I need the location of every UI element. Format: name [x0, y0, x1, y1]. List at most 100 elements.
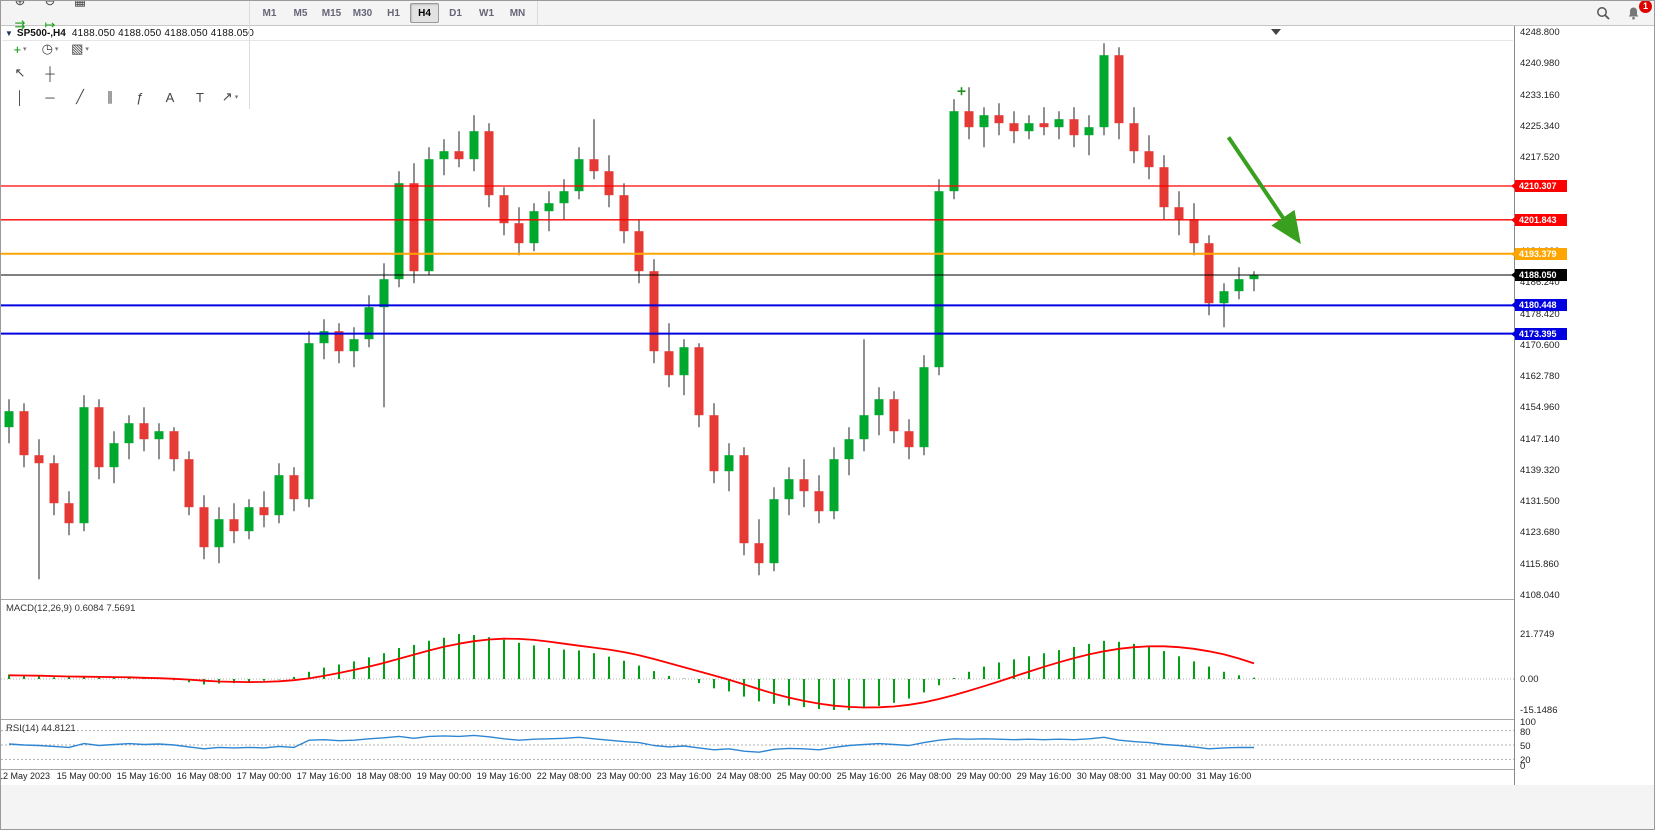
timeframe-button-w1[interactable]: W1	[479, 7, 494, 19]
price-badge-4210.307: 4210.307	[1511, 180, 1567, 192]
main-chart-pane[interactable]	[1, 26, 1514, 599]
pane-separator[interactable]	[1, 719, 1654, 720]
fibonacci-icon[interactable]: ƒ	[126, 86, 154, 108]
vertical-line-icon[interactable]: │	[6, 86, 34, 108]
timeframe-toolbar: M1 M5 M15 M30 H1 H4 D1 W1 MN	[250, 1, 538, 25]
cursor-icon[interactable]: ↖	[6, 62, 34, 84]
price-axis-label: 4115.860	[1520, 559, 1559, 570]
time-axis-label: 30 May 08:00	[1076, 771, 1132, 781]
price-axis-label: 4139.320	[1520, 465, 1560, 476]
timeframe-button-h1[interactable]: H1	[387, 7, 400, 19]
zoom-out-icon[interactable]: ⊖	[36, 1, 64, 12]
price-axis-label: 4233.160	[1520, 90, 1560, 101]
toolbar-group-dropdowns: + ▾ ◷ ▾ ▧ ▾	[1, 37, 250, 61]
candle-body	[904, 431, 914, 448]
timeframe-button-m1[interactable]: M1	[262, 7, 277, 19]
macd-pane[interactable]	[1, 601, 1514, 719]
trendline-icon[interactable]: ╱	[66, 86, 94, 108]
chart-dropdown-icon[interactable]: ▼	[5, 28, 13, 38]
candle-body	[619, 195, 629, 232]
candle-body	[184, 459, 194, 508]
trendline-icon-icon: ╱	[76, 89, 84, 104]
candle-body	[19, 411, 29, 456]
timeframe-button-m5[interactable]: M5	[293, 7, 308, 19]
candle-body	[874, 399, 884, 416]
dropdown-caret-icon: ▾	[234, 94, 239, 101]
rsi-canvas[interactable]	[1, 721, 1514, 769]
candle-body	[394, 183, 404, 280]
crosshair-icon[interactable]: ┼	[36, 62, 64, 84]
rsi-axis-label: 80	[1520, 727, 1531, 738]
equidistant-channel-icon[interactable]: ∥	[96, 86, 124, 108]
templates-button[interactable]: ▧ ▾	[66, 38, 94, 60]
price-axis-label: 4147.140	[1520, 434, 1560, 445]
price-axis[interactable]: 4248.800 4240.980 4233.160 4225.340 4217.520…	[1511, 25, 1654, 785]
search-button[interactable]	[1589, 2, 1617, 24]
candle-body	[424, 159, 434, 272]
time-axis-label: 26 May 08:00	[896, 771, 952, 781]
toolbar-group-zoom: ⊕ ⊖ ▦	[1, 0, 250, 13]
candle-body	[829, 459, 839, 512]
chart-shift-icon[interactable]: ↦	[36, 14, 64, 36]
candle-body	[169, 431, 179, 460]
candle-body	[364, 307, 374, 340]
candle-body	[229, 519, 239, 532]
time-axis-label: 15 May 16:00	[116, 771, 172, 781]
auto-scroll-icon[interactable]: ⇉	[6, 14, 34, 36]
time-axis[interactable]: 12 May 2023 15 May 00:00 15 May 16:00 16 Ma…	[1, 770, 1514, 784]
candle-body	[784, 479, 794, 500]
zoom-in-icon[interactable]: ⊕	[6, 0, 34, 12]
indicators-button[interactable]: + ▾	[6, 38, 34, 60]
timeframe-button-m15[interactable]: M15	[321, 7, 342, 19]
pane-separator	[1, 769, 1654, 770]
timeframe-button-m30[interactable]: M30	[352, 7, 373, 19]
horizontal-line-icon[interactable]: ─	[36, 86, 64, 108]
candle-body	[964, 111, 974, 128]
candle-body	[514, 223, 524, 244]
timeframe-button-d1[interactable]: D1	[449, 7, 462, 19]
text-icon[interactable]: A	[156, 86, 184, 108]
candle-body	[739, 455, 749, 544]
auto-scroll-icon-icon: ⇉	[14, 17, 26, 32]
tile-windows-icon[interactable]: ▦	[66, 1, 94, 12]
price-badge-4180.448: 4180.448	[1511, 299, 1567, 311]
time-axis-label: 12 May 2023	[0, 771, 51, 781]
macd-axis-label: 21.7749	[1520, 629, 1555, 640]
time-axis-label: 23 May 00:00	[596, 771, 652, 781]
rsi-pane[interactable]	[1, 721, 1514, 769]
time-axis-label: 15 May 00:00	[56, 771, 112, 781]
zoom-in-icon-icon: ⊕	[14, 0, 26, 8]
price-badge-4188.050: 4188.050	[1511, 269, 1567, 281]
candle-body	[439, 151, 449, 160]
candle-body	[1219, 291, 1229, 304]
price-badge-4193.379: 4193.379	[1511, 248, 1567, 260]
notifications-button[interactable]: 1	[1619, 1, 1652, 24]
equidistant-channel-icon-icon: ∥	[106, 89, 114, 104]
candle-body	[649, 271, 659, 352]
fibonacci-icon-icon: ƒ	[136, 89, 144, 105]
time-axis-label: 31 May 00:00	[1136, 771, 1192, 781]
label-icon[interactable]: T	[186, 86, 214, 108]
rsi-axis-label: 100	[1520, 717, 1536, 728]
timeframe-button-mn[interactable]: MN	[509, 7, 526, 19]
candle-body	[454, 151, 464, 160]
arrows-button[interactable]: ↗ ▾	[216, 86, 244, 108]
candle-body	[289, 475, 299, 500]
candle-body	[844, 439, 854, 460]
candlestick-canvas[interactable]	[1, 26, 1514, 599]
candle-body	[1159, 167, 1169, 208]
candle-body	[469, 131, 479, 160]
price-axis-label: 4154.960	[1520, 402, 1560, 413]
chart-title-bar: ▼ SP500-,H4 4188.050 4188.050 4188.050 4…	[2, 26, 1513, 41]
timeframe-button-h4[interactable]: H4	[410, 3, 439, 23]
rsi-axis-label: 20	[1520, 755, 1531, 766]
macd-canvas[interactable]	[1, 601, 1514, 719]
candle-body	[919, 367, 929, 448]
candle-body	[634, 231, 644, 272]
pane-separator[interactable]	[1, 599, 1654, 600]
label-icon-icon: T	[196, 89, 204, 105]
rsi-indicator-label: RSI(14) 44.8121	[6, 723, 76, 734]
candle-body	[199, 507, 209, 548]
candle-body	[889, 399, 899, 432]
periods-button[interactable]: ◷ ▾	[36, 38, 64, 60]
